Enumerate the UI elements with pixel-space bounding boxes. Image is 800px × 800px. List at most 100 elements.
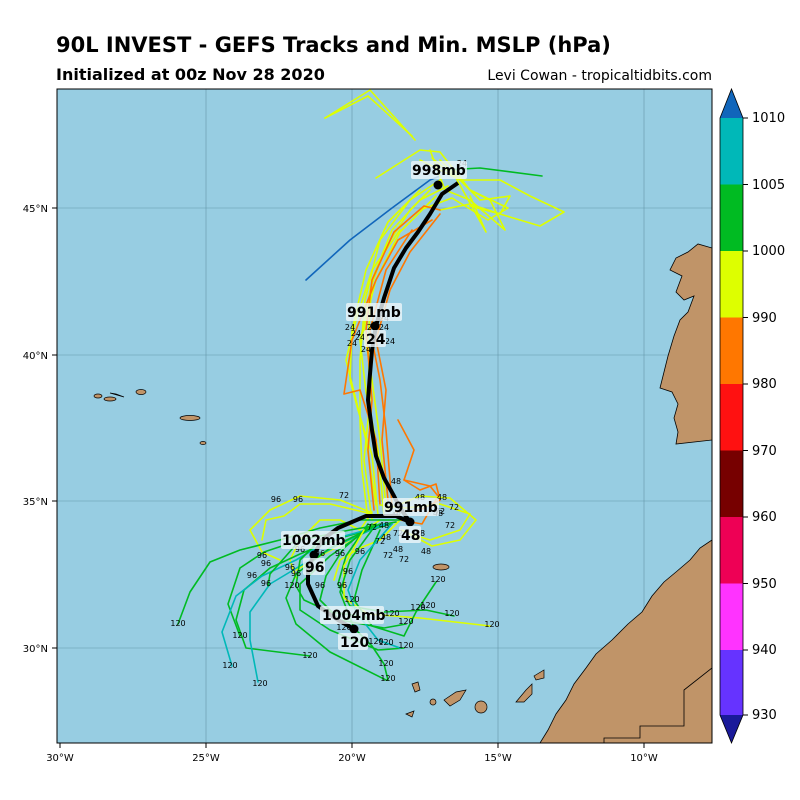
iberia-landmass [659, 243, 712, 445]
ensemble-track [227, 521, 397, 637]
ensemble-track [419, 159, 565, 227]
hour-marker-label: 96 [261, 559, 271, 568]
colorbar-bottom-arrow [720, 715, 743, 743]
colorbar-tick-label: 960 [752, 510, 777, 525]
hour-marker-label: 96 [247, 571, 257, 580]
hour-marker-label: 48 [391, 477, 401, 486]
pressure-colorbar: 1010 1005 1000 990 980 970 960 950 940 9… [719, 87, 785, 745]
lon-label: 20°W [338, 753, 366, 764]
hour-marker-label: 120 [170, 619, 185, 628]
hour-marker-label: 120 [302, 651, 317, 660]
mean-label-991mb-b: 991mb [384, 500, 438, 516]
mean-label-1004mb: 1004mb [322, 608, 386, 624]
ensemble-track [249, 495, 371, 561]
ensemble-track [385, 495, 477, 547]
hour-marker-label: 120 [378, 659, 393, 668]
hour-marker-label: 120 [252, 679, 267, 688]
hour-marker-label: 96 [343, 567, 353, 576]
hour-marker-label: 24 [367, 323, 377, 332]
hour-marker-label: 120 [398, 641, 413, 650]
colorbar-tick-label: 1000 [752, 244, 785, 259]
hour-marker-label: 120 [444, 609, 459, 618]
hour-marker-label: 72 [367, 523, 377, 532]
hour-marker-label: 120 [222, 661, 237, 670]
ensemble-track [439, 159, 511, 215]
madeira-islands [432, 563, 450, 571]
hour-marker-label: 96 [285, 563, 295, 572]
colorbar-tick-label: 950 [752, 577, 777, 592]
hour-marker-label: 96 [293, 495, 303, 504]
hour-marker-label: 120 [410, 603, 425, 612]
map-frame [56, 88, 713, 744]
mean-label-991mb-a: 991mb [347, 305, 401, 321]
colorbar-top-arrow [720, 89, 743, 118]
lon-label: 10°W [630, 753, 658, 764]
colorbar-segment [720, 251, 743, 318]
mean-label-48h: 48 [401, 528, 420, 544]
lat-axis: 30°N 35°N 40°N 45°N [23, 204, 57, 655]
hour-marker-label: 48 [381, 533, 391, 542]
lon-label: 30°W [46, 753, 74, 764]
mean-track-labels: 998mb 991mb 24 991mb 48 1002mb 96 1004mb… [281, 161, 467, 651]
canary-islands [405, 669, 545, 718]
hour-marker-label: 24 [379, 323, 389, 332]
hour-marker-label: 48 [437, 493, 447, 502]
lat-label: 30°N [23, 644, 48, 655]
hour-marker-label: 96 [335, 549, 345, 558]
colorbar-segment [720, 583, 743, 650]
hour-marker-label: 48 [393, 545, 403, 554]
ensemble-track [359, 195, 437, 516]
hour-marker-label: 120 [420, 601, 435, 610]
credit-text: Levi Cowan - tropicaltidbits.com [487, 68, 712, 84]
ensemble-track [353, 529, 437, 637]
hour-marker-label: 120 [380, 674, 395, 683]
colorbar-segment [720, 517, 743, 584]
ensemble-track [324, 89, 416, 141]
hour-marker-label: 120 [368, 637, 383, 646]
hour-marker-label: 120 [378, 638, 393, 647]
ensemble-track [333, 519, 401, 581]
azores-islands [93, 389, 207, 445]
africa-landmass [539, 539, 712, 743]
mean-label-120h: 120 [340, 635, 369, 651]
hour-marker-label: 120 [430, 575, 445, 584]
ensemble-track [345, 229, 401, 506]
hour-marker-label: 72 [375, 537, 385, 546]
hour-marker-label: 72 [435, 507, 445, 516]
hour-marker-label: 96 [315, 549, 325, 558]
hour-marker-label: 120 [398, 617, 413, 626]
ensemble-track [399, 479, 439, 525]
colorbar-tick-label: 940 [752, 643, 777, 658]
hour-marker-label: 24 [345, 323, 355, 332]
chart-title: 90L INVEST - GEFS Tracks and Min. MSLP (… [56, 33, 611, 57]
colorbar-tick-label: 970 [752, 444, 777, 459]
hour-marker-label: 24 [351, 329, 361, 338]
colorbar-segment [720, 317, 743, 384]
hour-marker-label: 72 [393, 529, 403, 538]
hour-marker-label: 96 [315, 581, 325, 590]
hour-marker-label: 120 [232, 631, 247, 640]
ensemble-track [349, 189, 421, 516]
ensemble-track [289, 511, 373, 579]
hour-marker-label: 120 [484, 620, 499, 629]
hour-marker-label: 48 [379, 521, 389, 530]
lon-axis: 30°W 25°W 20°W 15°W 10°W [46, 743, 658, 764]
mean-label-998mb: 998mb [412, 163, 466, 179]
hour-marker-label: 96 [271, 495, 281, 504]
mean-label-96h: 96 [305, 560, 324, 576]
init-time-subtitle: Initialized at 00z Nov 28 2020 [56, 65, 325, 84]
hour-marker-label: 72 [383, 551, 393, 560]
hour-marker-label: 24 [355, 333, 365, 342]
colorbar-tick-label: 1005 [752, 178, 785, 193]
lon-label: 25°W [192, 753, 220, 764]
hour-marker-label: 48 [421, 547, 431, 556]
colorbar-tick-label: 980 [752, 377, 777, 392]
hour-marker-label: 120 [344, 595, 359, 604]
hour-marker-label: 48 [415, 493, 425, 502]
hour-marker-label: 96 [295, 545, 305, 554]
hour-marker-label: 24 [347, 339, 357, 348]
western-sahara-border [603, 667, 712, 743]
hour-marker-label: 120 [284, 581, 299, 590]
hour-marker-label: 72 [339, 491, 349, 500]
ensemble-track [369, 229, 413, 506]
